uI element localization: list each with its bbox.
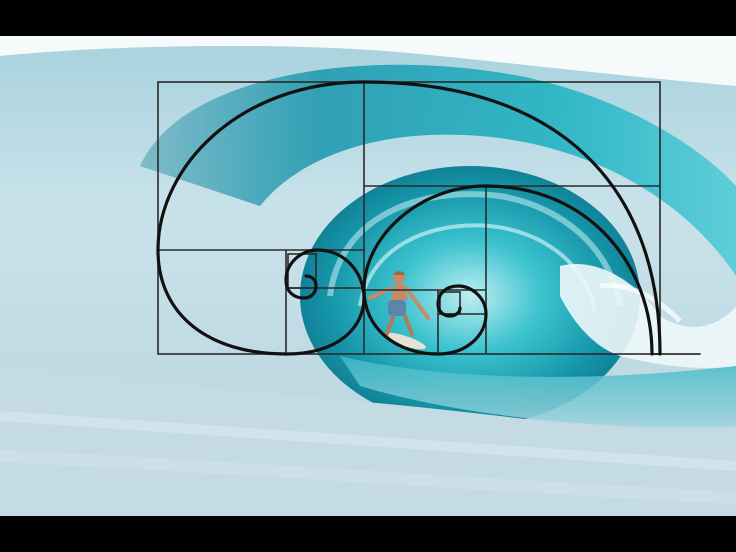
- wave-barrel: [300, 166, 640, 426]
- surfer-figure: [368, 271, 430, 350]
- wave-illustration: [0, 36, 736, 516]
- wave-photo: [0, 36, 736, 516]
- wave-lip: [140, 64, 736, 276]
- large-spiral: [156, 80, 662, 356]
- golden-spiral-curves: [156, 80, 701, 356]
- outer-rectangle: [157, 81, 661, 355]
- wave-face: [340, 356, 736, 427]
- small-spiral: [362, 184, 654, 356]
